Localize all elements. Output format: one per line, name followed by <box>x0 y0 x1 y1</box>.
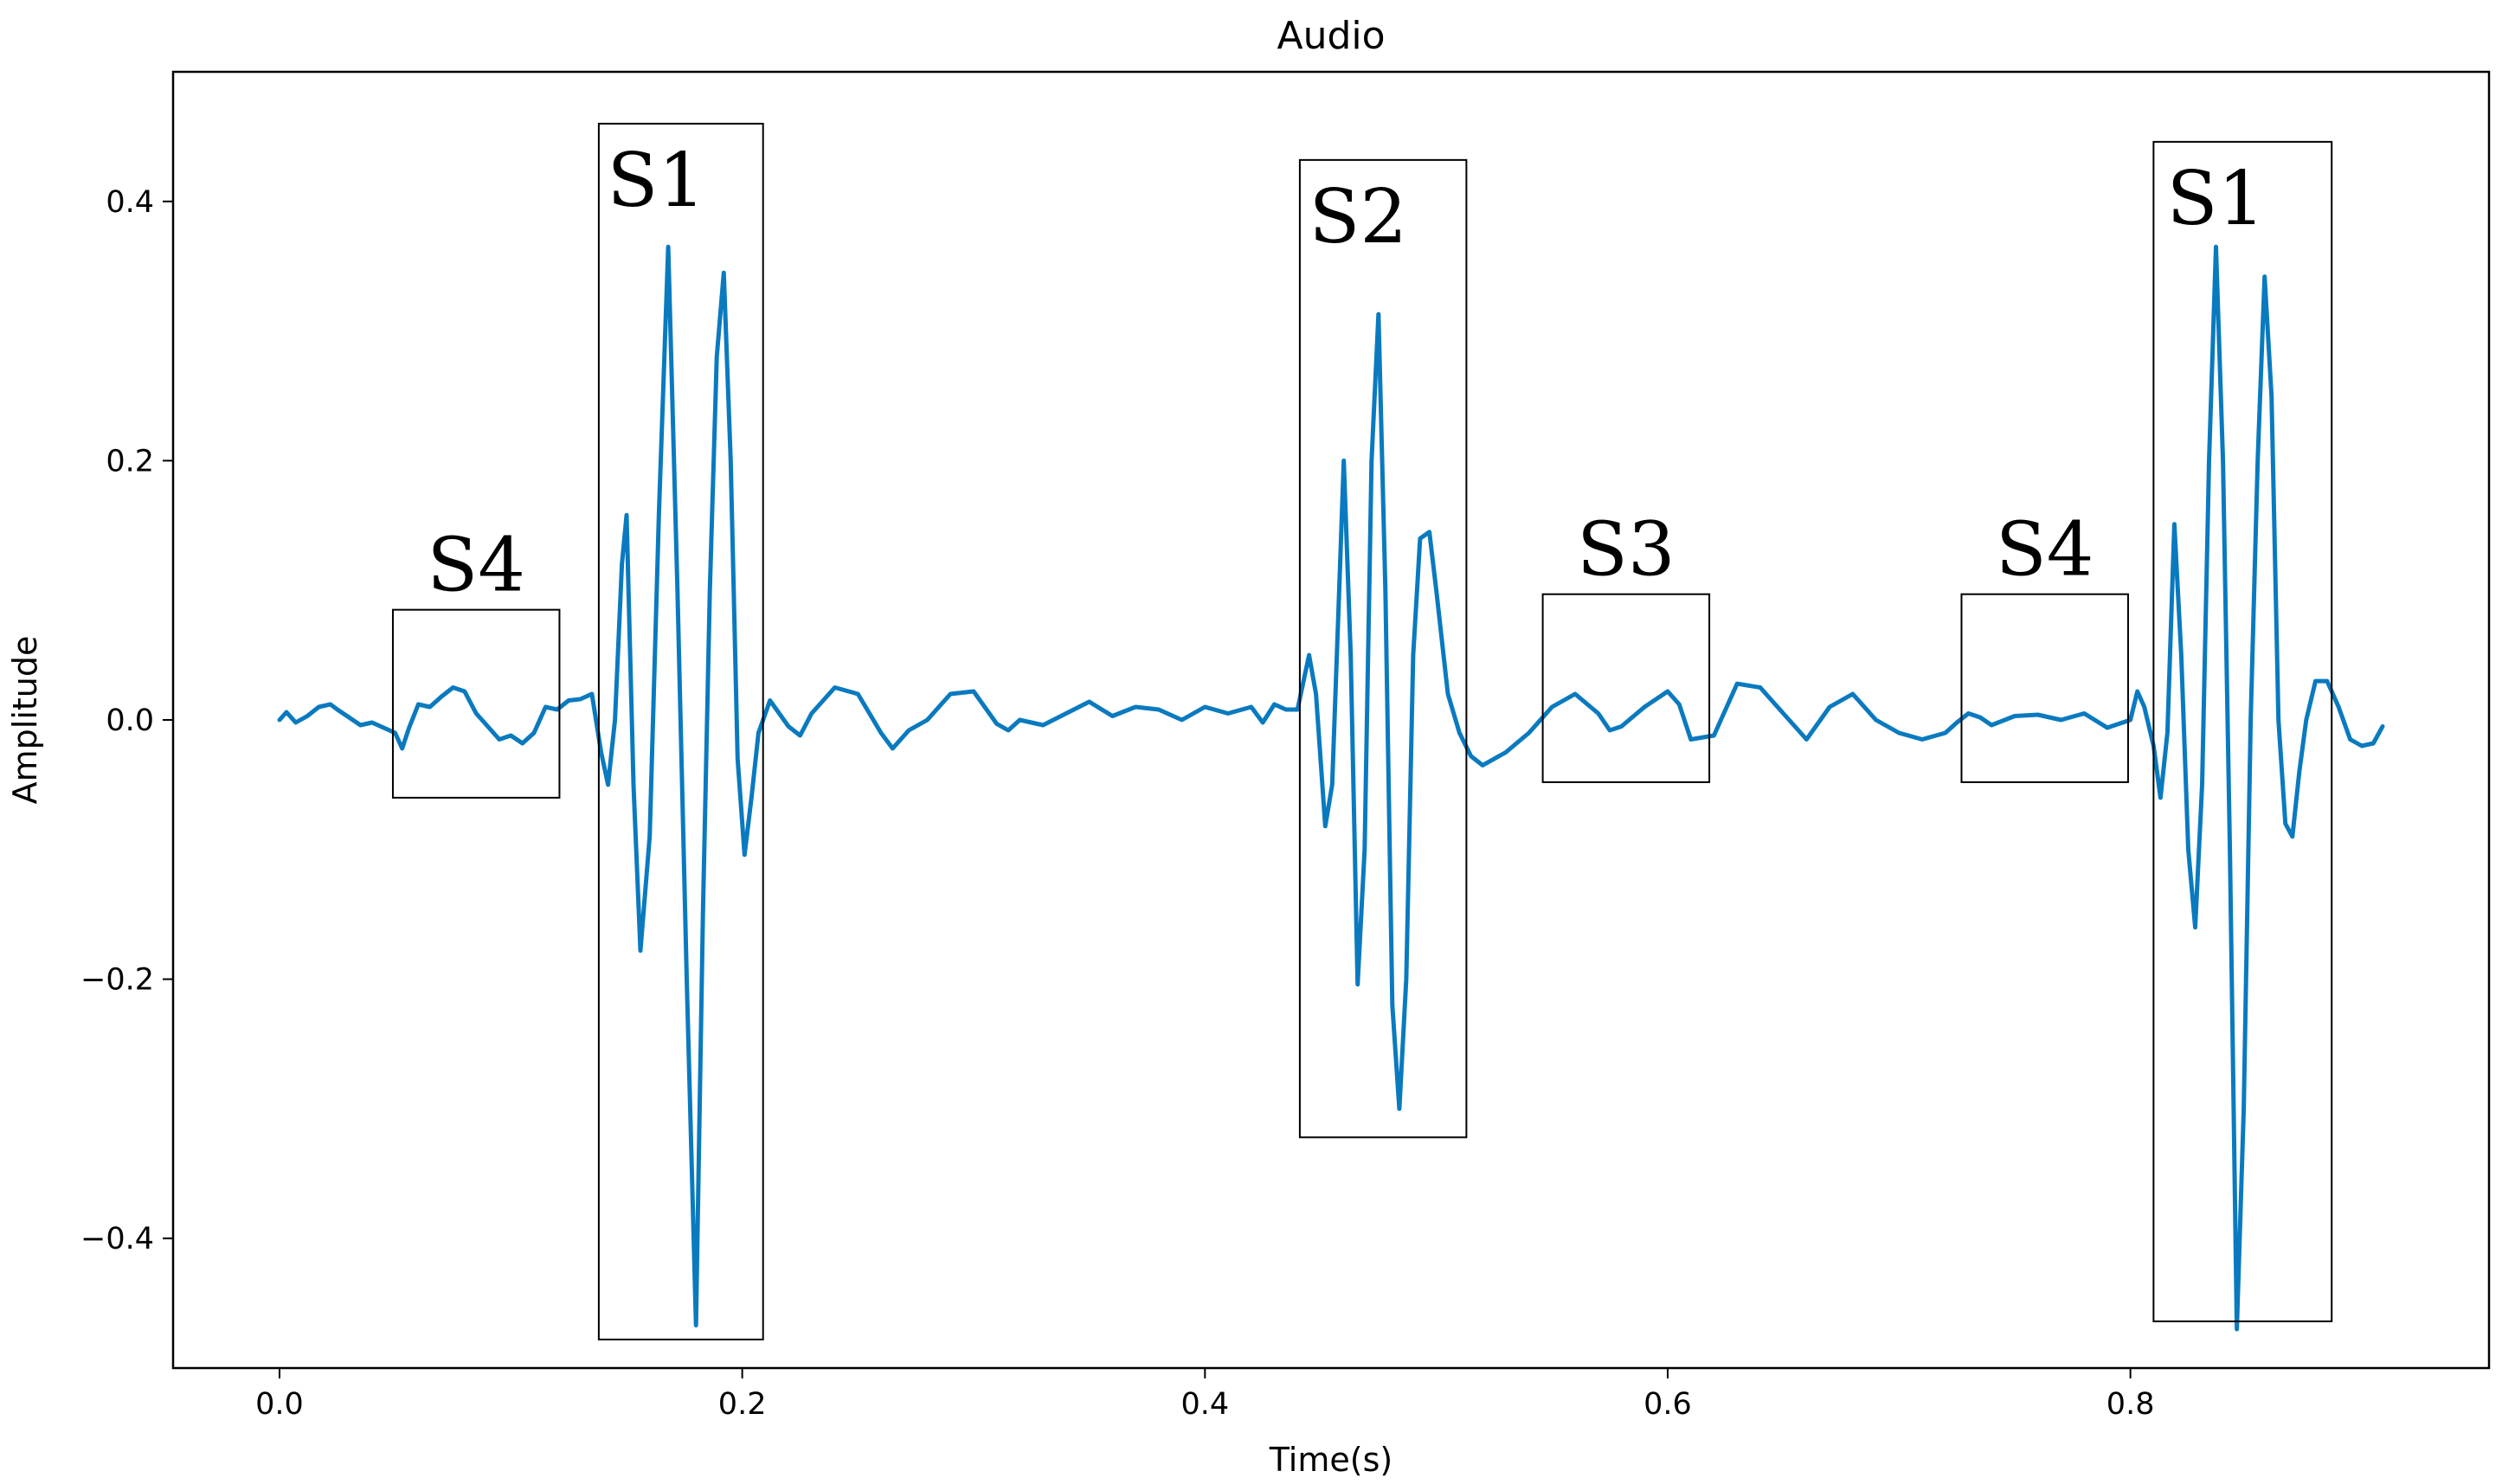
segment-box <box>1960 593 2129 783</box>
chart-title: Audio <box>1277 14 1385 58</box>
x-axis-label: Time(s) <box>1269 1441 1393 1479</box>
x-axis-ticks: 0.0 0.2 0.4 0.6 0.8 <box>255 1368 2154 1422</box>
y-tick-label: −0.2 <box>80 963 154 998</box>
x-tick-label: 0.6 <box>1643 1387 1692 1422</box>
audio-series-line <box>277 244 2385 1332</box>
segment-box <box>1298 158 1468 1139</box>
plot-frame <box>171 70 2491 1370</box>
segment-label: S1 <box>2167 156 2266 242</box>
y-tick-label: 0.0 <box>106 703 154 738</box>
segment-label: S1 <box>608 138 706 224</box>
segment-box <box>2152 140 2333 1323</box>
segment-box <box>597 122 764 1341</box>
segment-box <box>1541 593 1711 783</box>
segment-label: S3 <box>1577 507 1676 594</box>
segment-box <box>391 608 561 799</box>
x-tick-label: 0.2 <box>718 1387 767 1422</box>
y-tick-label: 0.2 <box>106 444 154 479</box>
segment-label: S4 <box>427 523 525 609</box>
segment-label: S2 <box>1309 174 1407 260</box>
y-axis-label: Amplitude <box>6 636 44 805</box>
y-tick-label: −0.4 <box>80 1222 154 1256</box>
x-tick-label: 0.0 <box>255 1387 304 1422</box>
y-axis-ticks: 0.4 0.2 0.0 −0.2 −0.4 <box>80 185 173 1256</box>
segment-label: S4 <box>1996 507 2094 594</box>
y-tick-label: 0.4 <box>106 185 154 220</box>
series-layer <box>277 244 2385 1332</box>
annotation-layer: S4 S1 S2 S3 S4 S1 <box>391 122 2333 1341</box>
x-tick-label: 0.8 <box>2106 1387 2155 1422</box>
x-tick-label: 0.4 <box>1180 1387 1229 1422</box>
